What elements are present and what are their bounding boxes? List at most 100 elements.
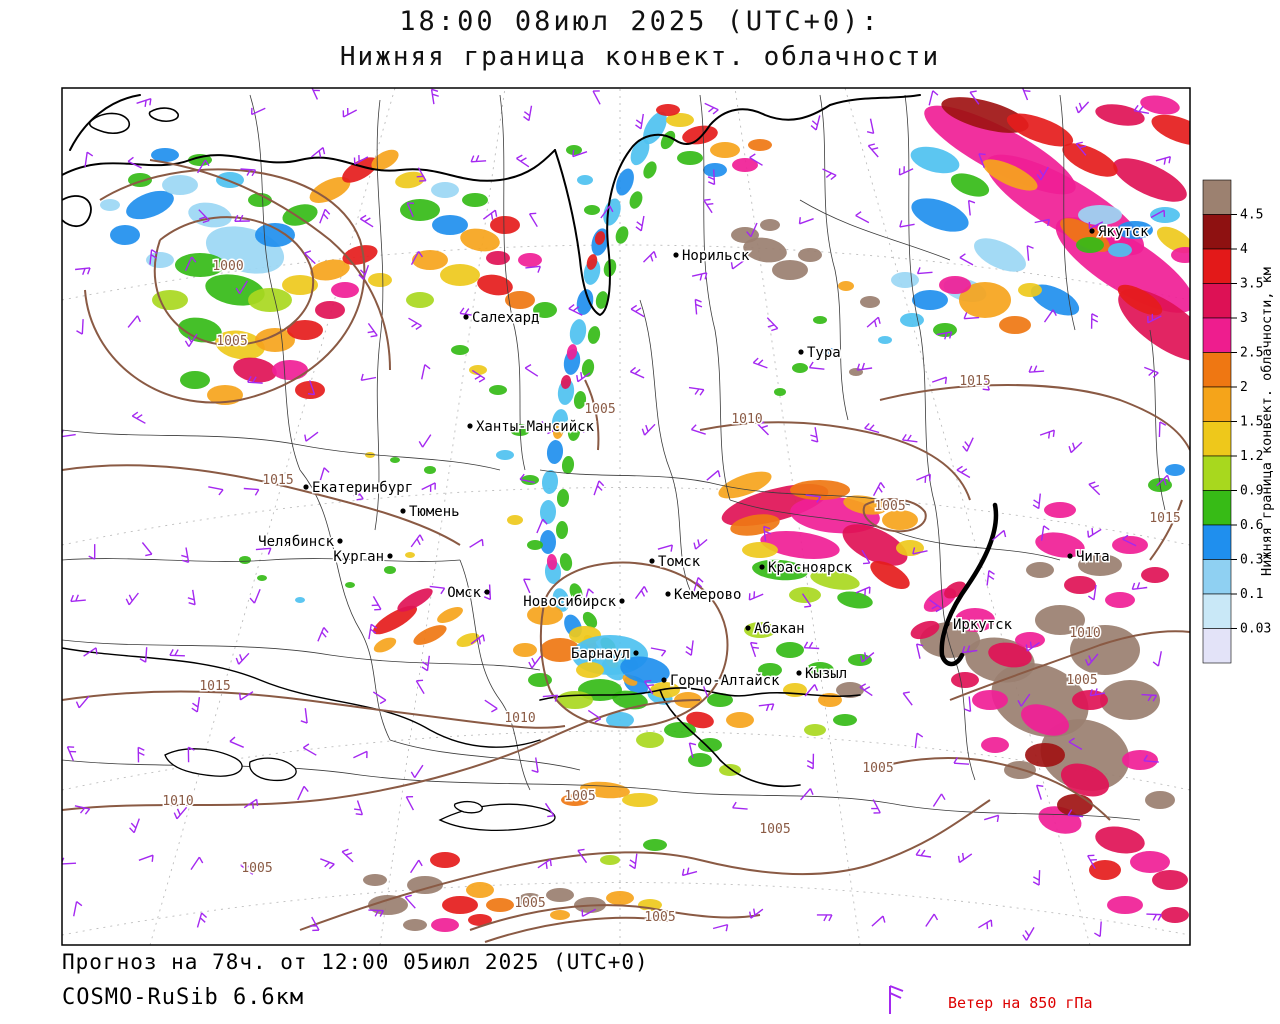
isobar-label: 1005 <box>216 334 247 349</box>
map-title-datetime: 18:00 08июл 2025 (UTC+0): <box>399 6 881 37</box>
wind-barb <box>1075 141 1087 156</box>
cloud-area <box>576 662 604 678</box>
wind-barb <box>641 423 656 436</box>
city-marker: Ханты-Мансийск <box>467 418 596 437</box>
wind-barb <box>635 215 645 232</box>
isobar-label: 1005 <box>584 402 615 417</box>
coastline <box>829 94 921 106</box>
wind-barb <box>872 482 886 497</box>
wind-barb <box>304 431 319 442</box>
wind-barb <box>255 547 272 555</box>
cloud-area <box>1151 114 1190 146</box>
wind-barb <box>576 372 591 383</box>
wind-barb <box>139 647 148 663</box>
cloud-area <box>567 423 581 441</box>
cloud-area <box>836 682 864 698</box>
wind-barb <box>238 691 254 701</box>
wind-barb <box>1094 921 1102 938</box>
isobar-line <box>584 379 600 451</box>
cloud-area <box>1078 554 1122 576</box>
wind-barb <box>76 319 84 335</box>
isobar-label: 1005 <box>644 910 675 925</box>
cloud-area <box>730 514 780 536</box>
cloud-area <box>180 371 210 389</box>
cloud-area <box>1062 143 1118 177</box>
city-marker: Кемерово <box>665 586 743 605</box>
cloud-area <box>941 97 1029 133</box>
cloud-area <box>432 215 468 235</box>
cloud-area <box>486 898 514 912</box>
wind-barb <box>125 592 139 606</box>
colorbar-segment <box>1202 524 1232 560</box>
cloud-area <box>774 388 786 396</box>
cloud-area <box>616 168 634 196</box>
wind-barb <box>803 641 820 650</box>
cloud-area <box>576 289 594 315</box>
cloud-area <box>731 227 759 243</box>
cloud-area <box>533 302 557 318</box>
wind-barb <box>190 856 204 870</box>
cloud-area <box>615 226 629 244</box>
cloud-area <box>469 365 487 375</box>
wind-barb <box>169 649 185 657</box>
wind-barb <box>685 640 694 656</box>
wind-barb <box>187 589 196 606</box>
cloud-area <box>1141 567 1169 583</box>
cloud-area <box>400 199 440 221</box>
wind-barb <box>592 90 601 105</box>
cloud-area <box>573 391 587 409</box>
wind-barb <box>961 645 978 654</box>
cloud-area <box>365 452 375 458</box>
colorbar-segment <box>1202 248 1232 284</box>
wind-barb <box>416 167 427 182</box>
wind-barb <box>66 746 77 761</box>
city-label: Красноярск <box>768 560 853 576</box>
wind-barb <box>1155 155 1172 165</box>
city-dot <box>798 349 804 355</box>
wind-barb <box>855 211 870 224</box>
wind-barb <box>531 757 539 773</box>
colorbar-segment <box>1202 317 1232 353</box>
wind-barb <box>368 623 378 640</box>
wind-barb <box>915 848 932 858</box>
wind-barb <box>300 708 308 724</box>
wind-barb <box>408 317 422 330</box>
wind-barb <box>1152 651 1162 667</box>
wind-barb <box>730 259 746 270</box>
cloud-area <box>586 254 598 270</box>
coastline <box>69 94 141 151</box>
wind-barb <box>572 149 588 158</box>
wind-barb <box>628 853 638 870</box>
region-border <box>459 559 531 791</box>
cloud-area <box>295 381 325 399</box>
cloud-area <box>100 199 120 211</box>
wind-barb <box>302 743 317 756</box>
city-label: Тура <box>807 345 841 361</box>
cloud-area <box>587 326 601 344</box>
wind-barb <box>251 107 266 116</box>
cloud-area <box>315 301 345 319</box>
cloud-area <box>1035 605 1085 635</box>
cloud-area <box>606 891 634 905</box>
coastline <box>659 689 801 788</box>
cloud-area <box>384 566 396 574</box>
coastline <box>88 112 131 135</box>
cloud-area <box>1089 860 1121 880</box>
wind-barb <box>516 154 530 168</box>
cloud-area <box>790 480 850 500</box>
colorbar-segment <box>1202 628 1232 664</box>
region-border <box>389 739 581 771</box>
region-border <box>799 199 951 261</box>
cloud-area <box>397 588 433 612</box>
city-label: Кызыл <box>805 666 847 682</box>
region-border <box>1149 329 1166 511</box>
cloud-area <box>371 149 399 171</box>
city-dot <box>484 589 490 595</box>
isobar-line <box>299 799 991 931</box>
wind-barb <box>307 380 316 396</box>
wind-barb <box>688 386 705 396</box>
city-label: Томск <box>658 554 701 570</box>
wind-barb <box>149 249 158 265</box>
wind-barb <box>856 362 873 371</box>
coastline <box>629 104 831 151</box>
